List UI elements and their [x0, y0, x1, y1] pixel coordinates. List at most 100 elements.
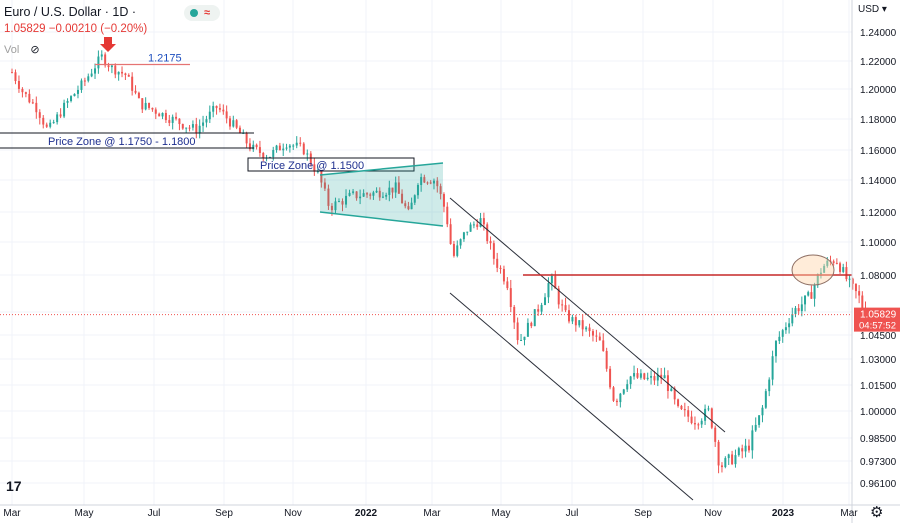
candle-body: [456, 245, 459, 256]
candle-body: [502, 268, 505, 282]
candle-body: [670, 388, 673, 391]
candle-body: [362, 193, 365, 197]
candle-body: [299, 142, 302, 144]
candle-body: [258, 147, 261, 153]
candle-body: [278, 145, 281, 151]
candle-body: [609, 368, 612, 388]
candle-body: [842, 267, 845, 272]
candle-body: [275, 145, 278, 151]
candle-body: [650, 376, 653, 378]
candle-body: [804, 295, 807, 305]
candle-body: [506, 281, 509, 289]
candle-body: [56, 114, 59, 123]
candle-body: [724, 458, 727, 468]
price-tick-label: 1.01500: [860, 381, 897, 392]
candle-body: [633, 373, 636, 377]
symbol-title[interactable]: Euro / U.S. Dollar · 1D ·: [4, 5, 136, 19]
candle-body: [561, 304, 564, 306]
candle-body: [764, 391, 767, 408]
candle-body: [636, 373, 639, 378]
candle-body: [848, 278, 851, 280]
wedge-bottom-line: [319, 211, 444, 227]
candle-body: [677, 399, 680, 406]
candle-body: [285, 147, 288, 149]
candle-body: [612, 387, 615, 401]
candle-body: [164, 112, 167, 121]
candle-body: [639, 373, 642, 378]
candle-body: [208, 111, 211, 120]
volume-label: Vol: [4, 44, 20, 56]
candle-body: [70, 96, 73, 101]
candle-body: [462, 232, 465, 240]
candle-body: [771, 356, 774, 380]
time-tick-label: May: [75, 508, 94, 519]
candle-body: [622, 389, 625, 394]
candle-body: [381, 196, 384, 198]
candle-body: [49, 122, 52, 127]
candle-body: [195, 124, 198, 134]
settings-gear-icon[interactable]: ⚙: [870, 504, 884, 521]
candle-body: [656, 374, 659, 381]
currency-selector[interactable]: USD ▾: [858, 4, 887, 15]
wedge-top-line: [319, 162, 444, 176]
zone-2-label: Price Zone @ 1.1500: [260, 160, 364, 172]
candle-body: [235, 120, 238, 128]
candle-body: [185, 127, 188, 129]
candle-body: [591, 331, 594, 336]
candle-body: [309, 153, 312, 165]
candle-body: [479, 218, 482, 227]
candle-body: [306, 153, 309, 155]
time-tick-label: 2023: [772, 508, 795, 519]
eye-hidden-icon[interactable]: ⊘: [30, 44, 40, 56]
candle-body: [823, 265, 826, 273]
candle-body: [717, 441, 720, 466]
candle-body: [513, 306, 516, 323]
symbol-header: Euro / U.S. Dollar · 1D · 1.05829 −0.002…: [4, 5, 147, 35]
candle-body: [127, 75, 130, 77]
candle-body: [680, 405, 683, 410]
candle-body: [158, 113, 161, 117]
candle-body: [45, 124, 48, 127]
price-tick-label: 1.20000: [860, 85, 897, 96]
price-tick-label: 0.98500: [860, 434, 897, 445]
candle-body: [238, 127, 241, 134]
candle-body: [720, 465, 723, 468]
candle-body: [714, 427, 717, 442]
candle-body: [202, 122, 205, 126]
candle-body: [758, 415, 761, 425]
price-tick-label: 1.24000: [860, 28, 897, 39]
candle-body: [429, 182, 432, 184]
candle-body: [643, 373, 646, 380]
candle-body: [747, 445, 750, 451]
candle-body: [778, 336, 781, 341]
candle-body: [615, 400, 618, 403]
zone-2-box: [247, 157, 415, 172]
volume-legend[interactable]: Vol ⊘: [4, 43, 40, 56]
price-tick-label: 1.16000: [860, 146, 897, 157]
candle-body: [168, 120, 171, 123]
zone-1-label: Price Zone @ 1.1750 - 1.1800: [48, 136, 196, 148]
candle-body: [215, 105, 218, 109]
candle-body: [388, 187, 391, 195]
candle-body: [797, 308, 800, 312]
candle-body: [262, 152, 265, 158]
candle-body: [97, 56, 100, 69]
candle-body: [141, 98, 144, 110]
candle-body: [858, 291, 861, 296]
price-tick-label: 1.22000: [860, 57, 897, 68]
candle-body: [188, 127, 191, 129]
candle-body: [348, 192, 351, 196]
time-tick-label: Sep: [215, 508, 233, 519]
candle-body: [148, 102, 151, 108]
time-tick-label: Jul: [148, 508, 161, 519]
candle-body: [646, 377, 649, 380]
time-tick-label: Jul: [566, 508, 579, 519]
candle-body: [693, 423, 696, 425]
price-quote: 1.05829 −0.00210 (−0.20%): [4, 23, 148, 35]
candle-body: [832, 261, 835, 263]
candle-body: [663, 375, 666, 379]
candle-body: [420, 177, 423, 185]
market-status-pill[interactable]: ≈: [184, 5, 220, 21]
candle-body: [605, 350, 608, 369]
